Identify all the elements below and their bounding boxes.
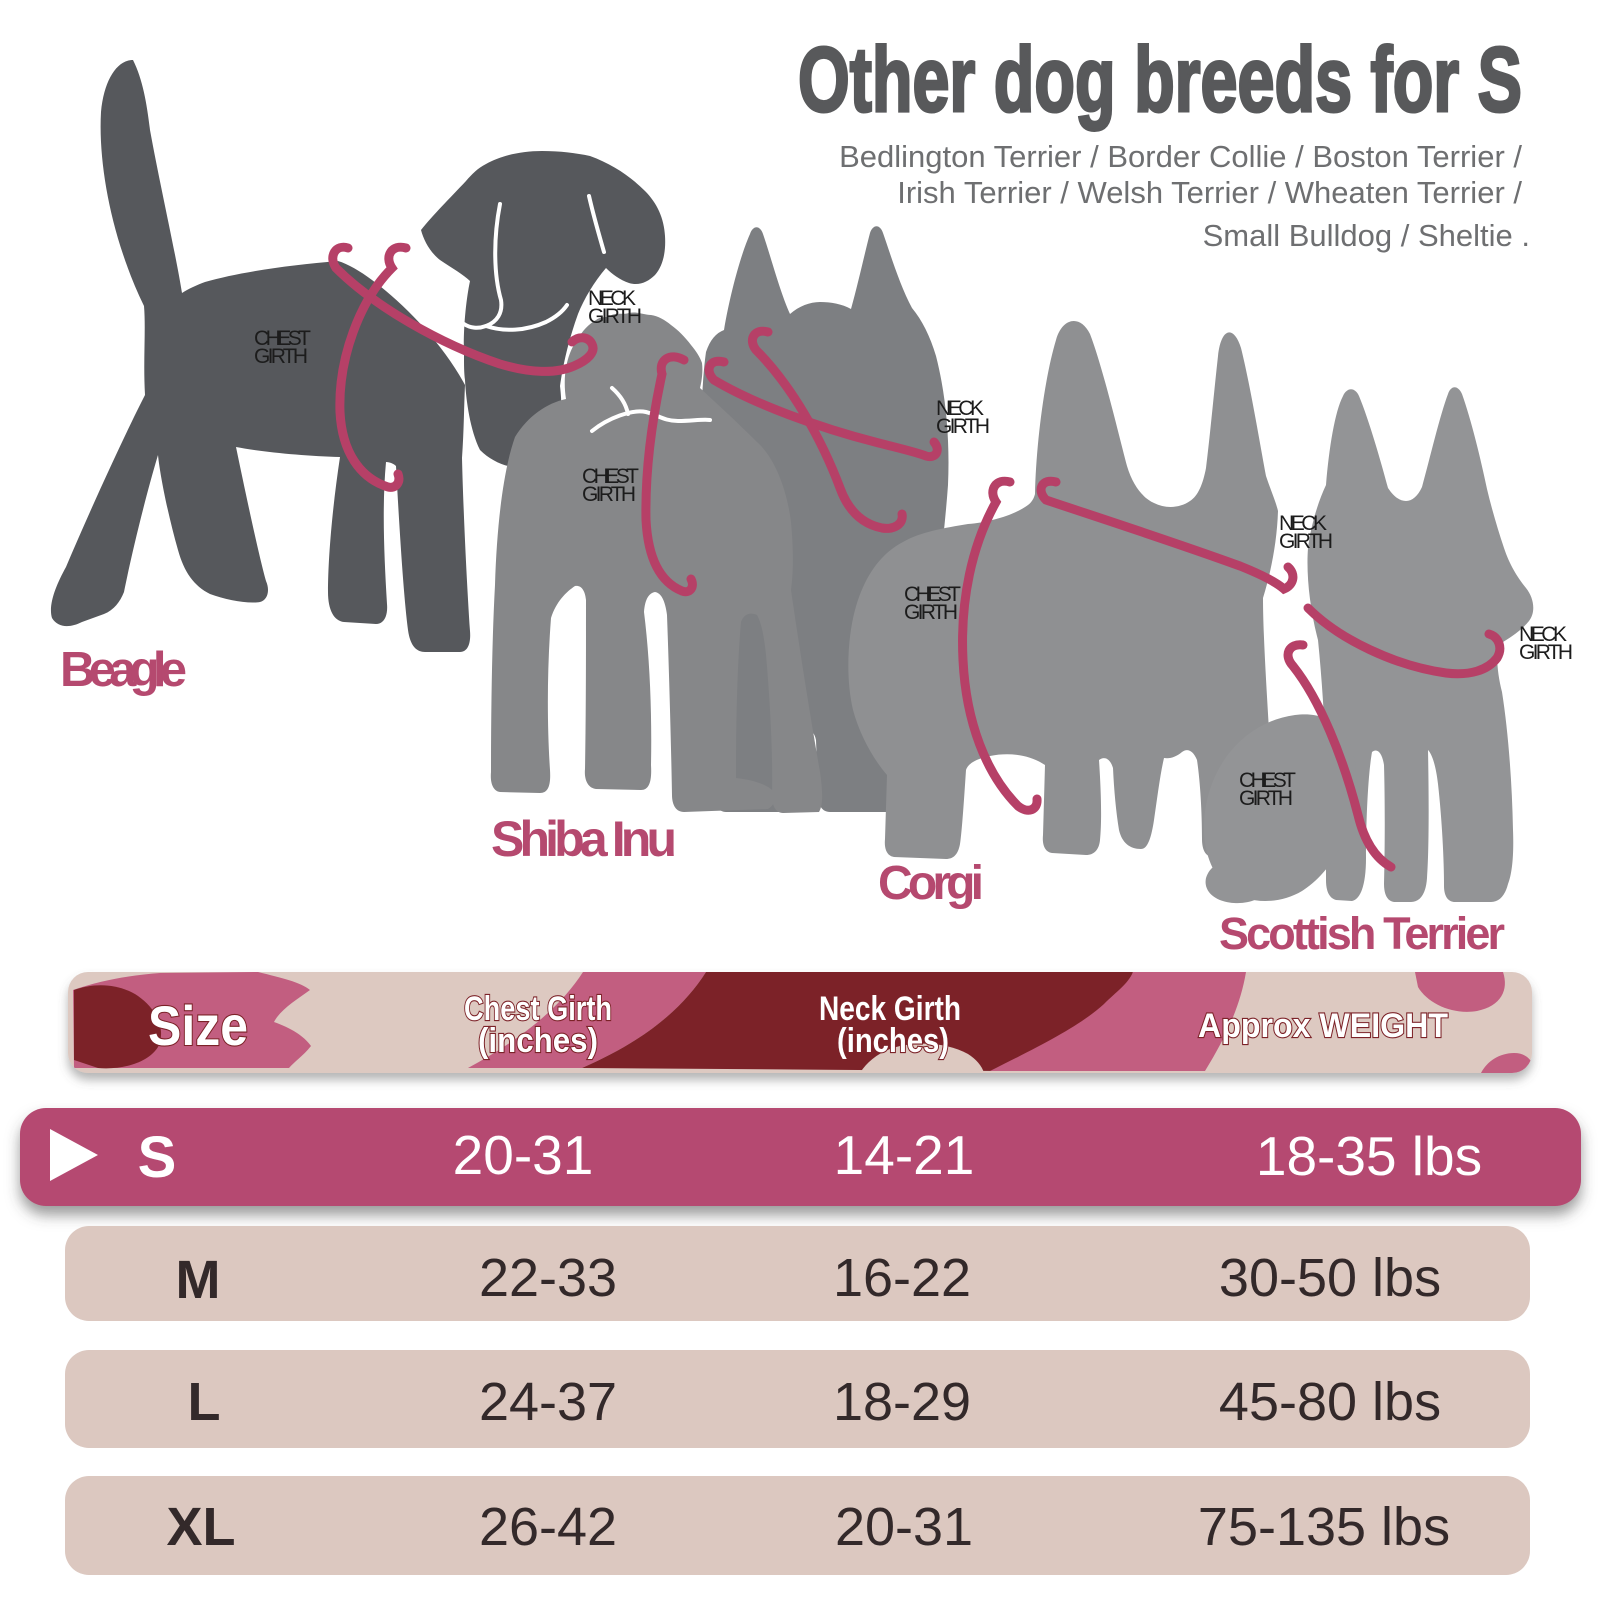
svg-text:26-42: 26-42 bbox=[479, 1497, 617, 1557]
svg-text:GIRTH: GIRTH bbox=[1279, 530, 1333, 553]
svg-text:Scottish Terrier: Scottish Terrier bbox=[1219, 908, 1505, 959]
svg-text:XL: XL bbox=[166, 1497, 235, 1557]
svg-text:Small Bulldog / Sheltie .: Small Bulldog / Sheltie . bbox=[1203, 218, 1530, 253]
svg-text:18-35 lbs: 18-35 lbs bbox=[1256, 1125, 1482, 1187]
svg-text:NECK: NECK bbox=[1279, 512, 1327, 535]
svg-text:Corgi: Corgi bbox=[878, 857, 984, 910]
svg-text:M: M bbox=[176, 1250, 221, 1310]
svg-text:Chest Girth: Chest Girth bbox=[464, 990, 612, 1028]
svg-text:(inches): (inches) bbox=[837, 1022, 949, 1060]
svg-text:Irish Terrier / Welsh Terrier: Irish Terrier / Welsh Terrier / Wheaten … bbox=[897, 175, 1522, 210]
svg-text:16-22: 16-22 bbox=[833, 1248, 971, 1308]
svg-text:Size: Size bbox=[148, 994, 248, 1057]
svg-text:S: S bbox=[138, 1125, 177, 1190]
svg-text:22-33: 22-33 bbox=[479, 1248, 617, 1308]
svg-text:18-29: 18-29 bbox=[833, 1372, 971, 1432]
svg-text:CHEST: CHEST bbox=[904, 583, 961, 606]
svg-text:NECK: NECK bbox=[936, 397, 984, 420]
svg-text:(inches): (inches) bbox=[478, 1022, 598, 1060]
svg-text:Neck Girth: Neck Girth bbox=[819, 990, 961, 1028]
svg-text:GIRTH: GIRTH bbox=[904, 601, 958, 624]
svg-text:GIRTH: GIRTH bbox=[254, 345, 308, 368]
svg-text:Approx WEIGHT: Approx WEIGHT bbox=[1198, 1007, 1448, 1045]
svg-text:45-80 lbs: 45-80 lbs bbox=[1219, 1372, 1441, 1432]
svg-text:Bedlington Terrier / Border Co: Bedlington Terrier / Border Collie / Bos… bbox=[839, 139, 1522, 174]
svg-text:L: L bbox=[188, 1372, 221, 1432]
svg-text:GIRTH: GIRTH bbox=[582, 483, 636, 506]
svg-text:24-37: 24-37 bbox=[479, 1372, 617, 1432]
svg-text:75-135 lbs: 75-135 lbs bbox=[1198, 1497, 1450, 1557]
svg-text:CHEST: CHEST bbox=[1239, 769, 1296, 792]
svg-text:Beagle: Beagle bbox=[60, 643, 187, 697]
svg-text:GIRTH: GIRTH bbox=[1239, 787, 1293, 810]
svg-text:30-50 lbs: 30-50 lbs bbox=[1219, 1248, 1441, 1308]
svg-text:GIRTH: GIRTH bbox=[1519, 641, 1573, 664]
svg-text:20-31: 20-31 bbox=[453, 1124, 594, 1186]
svg-text:CHEST: CHEST bbox=[254, 327, 311, 350]
svg-text:GIRTH: GIRTH bbox=[936, 415, 990, 438]
svg-text:Other dog breeds for S: Other dog breeds for S bbox=[798, 29, 1522, 131]
svg-text:GIRTH: GIRTH bbox=[588, 305, 642, 328]
svg-text:CHEST: CHEST bbox=[582, 465, 639, 488]
svg-text:Shiba Inu: Shiba Inu bbox=[491, 811, 677, 867]
svg-text:20-31: 20-31 bbox=[835, 1497, 973, 1557]
svg-text:14-21: 14-21 bbox=[834, 1124, 975, 1186]
svg-text:NECK: NECK bbox=[588, 287, 636, 310]
svg-text:NECK: NECK bbox=[1519, 623, 1567, 646]
